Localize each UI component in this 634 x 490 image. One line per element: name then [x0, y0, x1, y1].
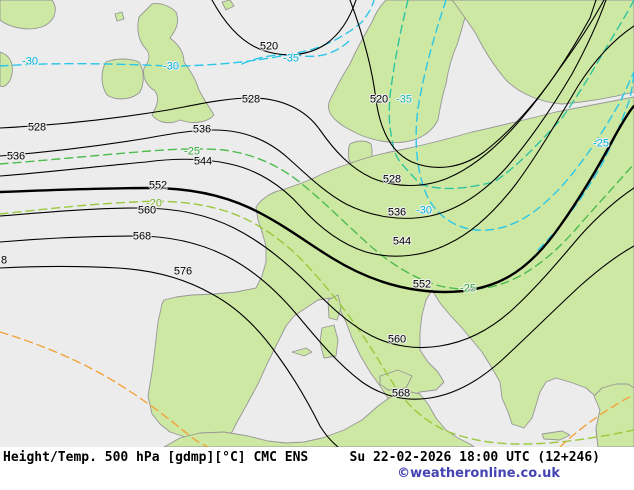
temp--30-trough [415, 0, 634, 231]
temp-orange-southeast [559, 394, 634, 447]
temp-contours [0, 0, 634, 447]
temp--30-north [0, 0, 375, 67]
map-title: Height/Temp. 500 hPa [gdmp][°C] CMC ENS [3, 450, 309, 465]
temp--20-main [0, 200, 634, 445]
land-turkey [593, 383, 634, 447]
contour-568 [0, 235, 634, 400]
contour-560 [0, 187, 634, 349]
land-balearics [291, 347, 313, 357]
valid-time: Su 22-02-2026 18:00 UTC (12+246) [349, 450, 600, 465]
contour-544 [0, 25, 634, 257]
copyright-link[interactable]: ©weatheronline.co.uk [397, 466, 560, 481]
footer-bar: Height/Temp. 500 hPa [gdmp][°C] CMC ENS … [0, 447, 634, 490]
height-contours [0, 0, 634, 447]
land-ireland [101, 58, 144, 100]
contour-536 [0, 0, 607, 219]
land-crete [541, 430, 571, 441]
land-continent [147, 96, 634, 447]
land-north-africa [163, 390, 475, 447]
contour-520-loop [211, 0, 357, 56]
temp--35-loop [241, 39, 351, 65]
map-svg [0, 0, 634, 447]
land-left-islet [0, 51, 13, 87]
contour-552-bold [0, 104, 634, 294]
contour-520-trough [349, 0, 605, 168]
land-iceland [0, 0, 56, 30]
temp-orange-southwest [0, 331, 209, 447]
land-shetland [221, 0, 235, 11]
temp--35-norway [388, 0, 634, 190]
map-canvas: 520 -35 -30 -30 528 520 -35 528 536 -25 536 544 528 5… [0, 0, 634, 447]
land-sardinia [319, 324, 339, 359]
contour-528 [0, 0, 597, 186]
contour-576 [0, 265, 339, 447]
land-faroe [114, 11, 125, 22]
temp--25-main [0, 148, 634, 290]
